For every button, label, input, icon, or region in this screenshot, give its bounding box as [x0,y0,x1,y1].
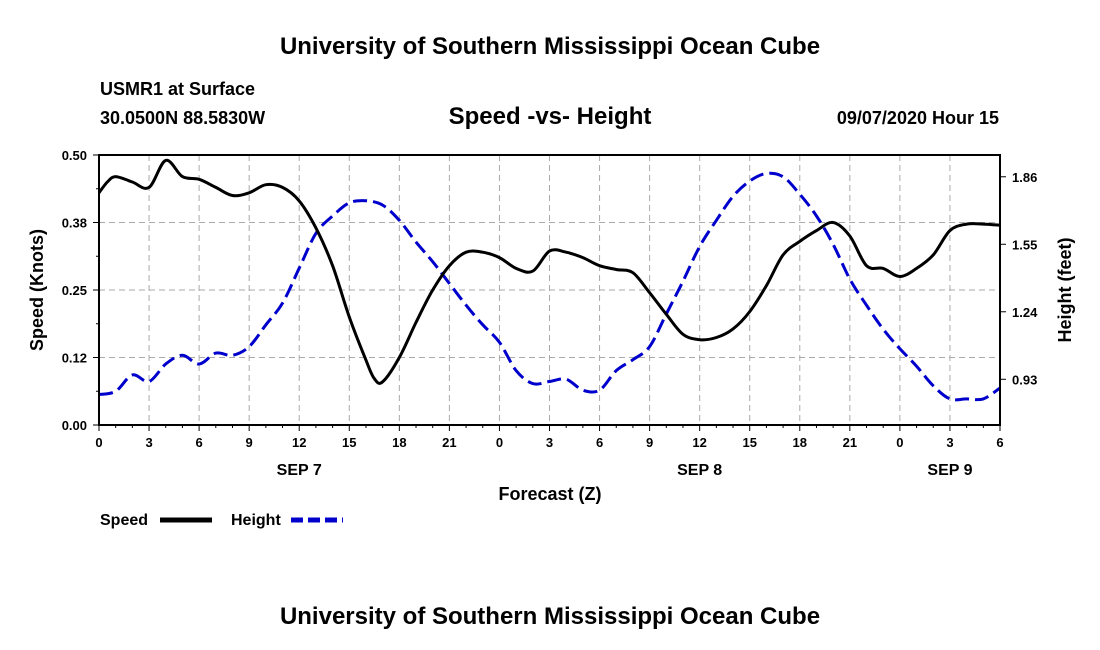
legend-height-label: Height [231,512,281,529]
x-tick-label: 3 [946,435,953,450]
speed-series-line [97,158,1001,385]
x-tick-label: 3 [546,435,553,450]
x-tick-label: 21 [442,435,456,450]
x-tick-label: 0 [95,435,102,450]
coordinates-label: 30.0500N 88.5830W [100,108,265,128]
date-label: SEP 8 [677,462,722,479]
footer-title: University of Southern Mississippi Ocean… [280,603,820,630]
x-tick-label: 18 [793,435,807,450]
page-title: University of Southern Mississippi Ocean… [280,33,820,60]
tick-labels: 0 3 6 9 12 15 18 21 0 3 6 9 12 15 18 21 0 3 6 0.00 0.12 0.25 0… [62,148,1038,479]
x-tick-label: 9 [646,435,653,450]
y-tick-label: 0.50 [62,148,87,163]
y-tick-label: 0.12 [62,351,87,366]
y-axis-label: Speed (Knots) [27,229,47,351]
x-tick-label: 6 [996,435,1003,450]
axis-ticks [93,154,1006,431]
forecast-datetime: 09/07/2020 Hour 15 [837,108,999,128]
grid-lines [99,155,1000,425]
x-tick-label: 15 [342,435,356,450]
x-tick-label: 15 [742,435,756,450]
y2-tick-label: 1.86 [1012,170,1037,185]
y2-axis-label: Height (feet) [1055,238,1075,343]
y-tick-label: 0.38 [62,216,87,231]
height-series-line [98,171,1001,402]
y2-tick-label: 1.55 [1012,237,1037,252]
y2-tick-label: 1.24 [1012,305,1038,320]
x-tick-label: 0 [896,435,903,450]
chart-title: Speed -vs- Height [449,103,652,130]
x-tick-label: 12 [692,435,706,450]
date-label: SEP 9 [927,462,972,479]
x-tick-label: 21 [843,435,857,450]
x-tick-label: 18 [392,435,406,450]
x-tick-label: 6 [596,435,603,450]
legend: Speed Height [100,512,343,529]
x-tick-label: 9 [246,435,253,450]
y-tick-label: 0.25 [62,283,87,298]
x-tick-label: 3 [145,435,152,450]
series-layer [97,158,1001,402]
x-tick-label: 6 [195,435,202,450]
y-tick-label: 0.00 [62,418,87,433]
legend-speed-label: Speed [100,512,148,529]
station-label: USMR1 at Surface [100,79,255,99]
date-label: SEP 7 [277,462,322,479]
x-tick-label: 12 [292,435,306,450]
x-tick-label: 0 [496,435,503,450]
x-axis-label: Forecast (Z) [498,484,601,504]
y2-tick-label: 0.93 [1012,372,1037,387]
